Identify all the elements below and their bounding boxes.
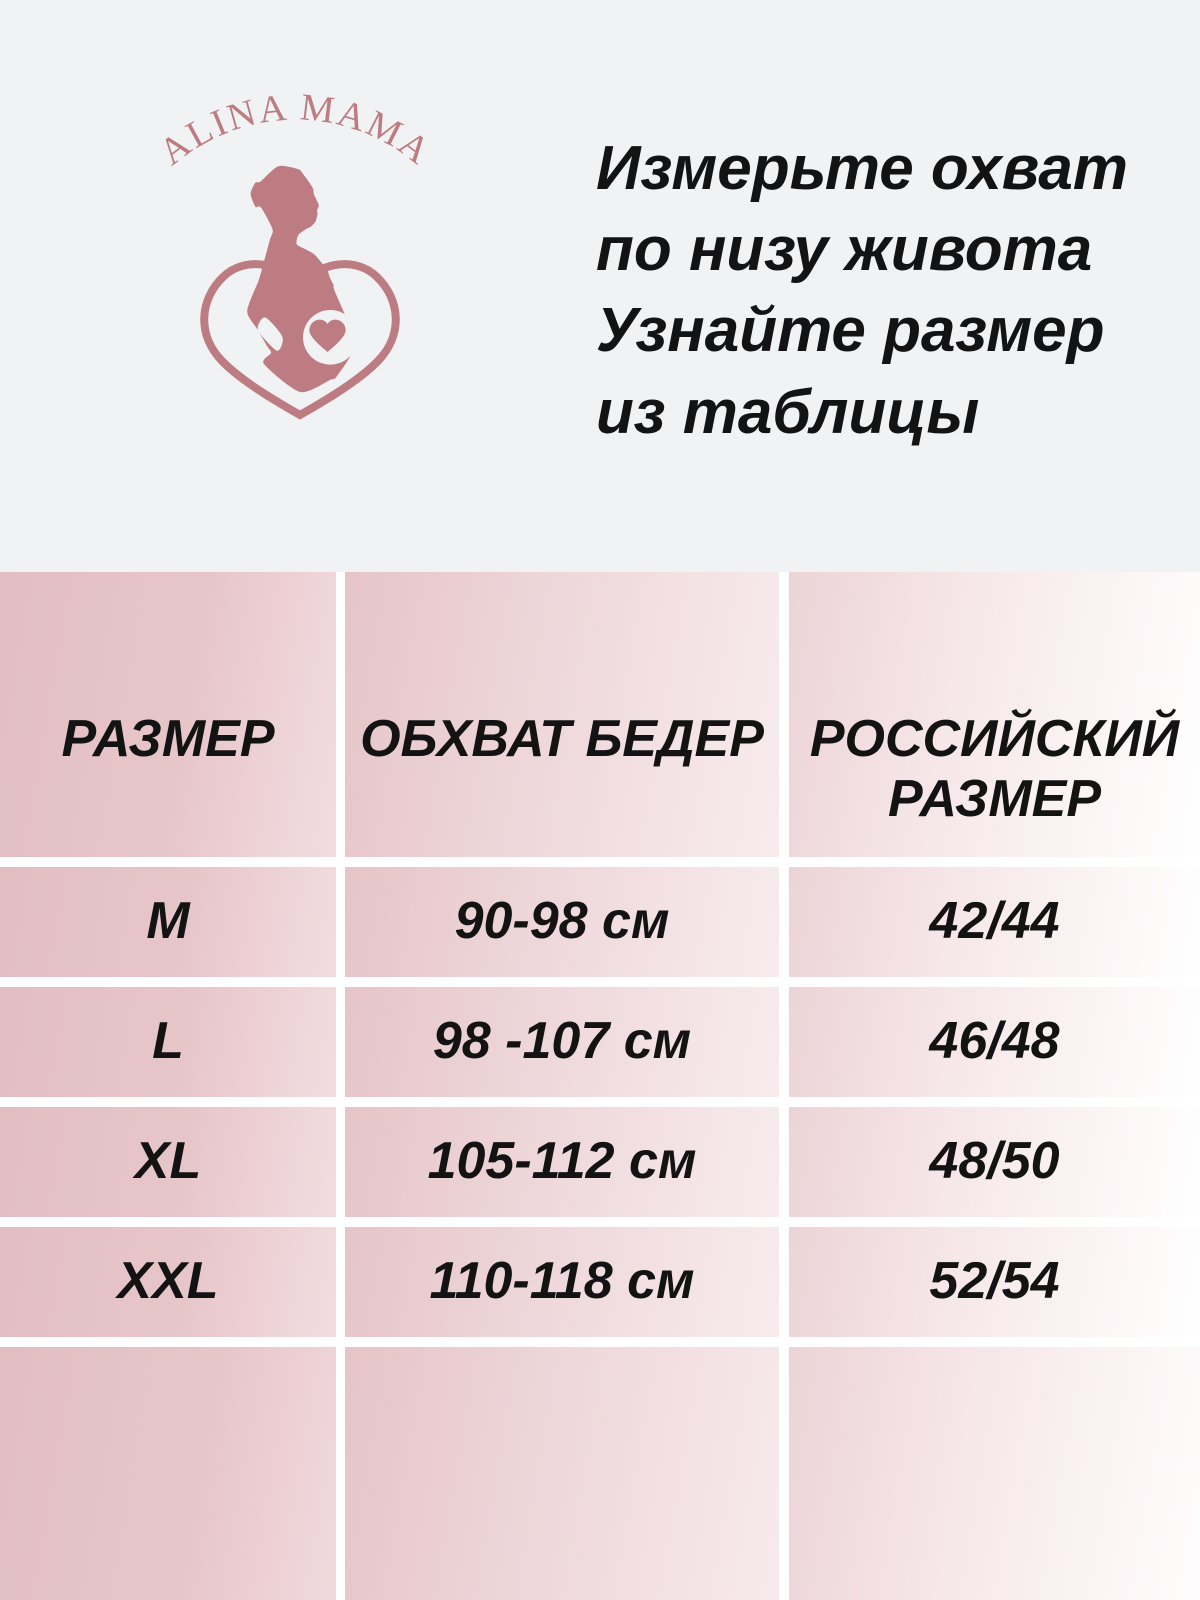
svg-text:ALINA MAMA: ALINA MAMA <box>152 86 440 173</box>
